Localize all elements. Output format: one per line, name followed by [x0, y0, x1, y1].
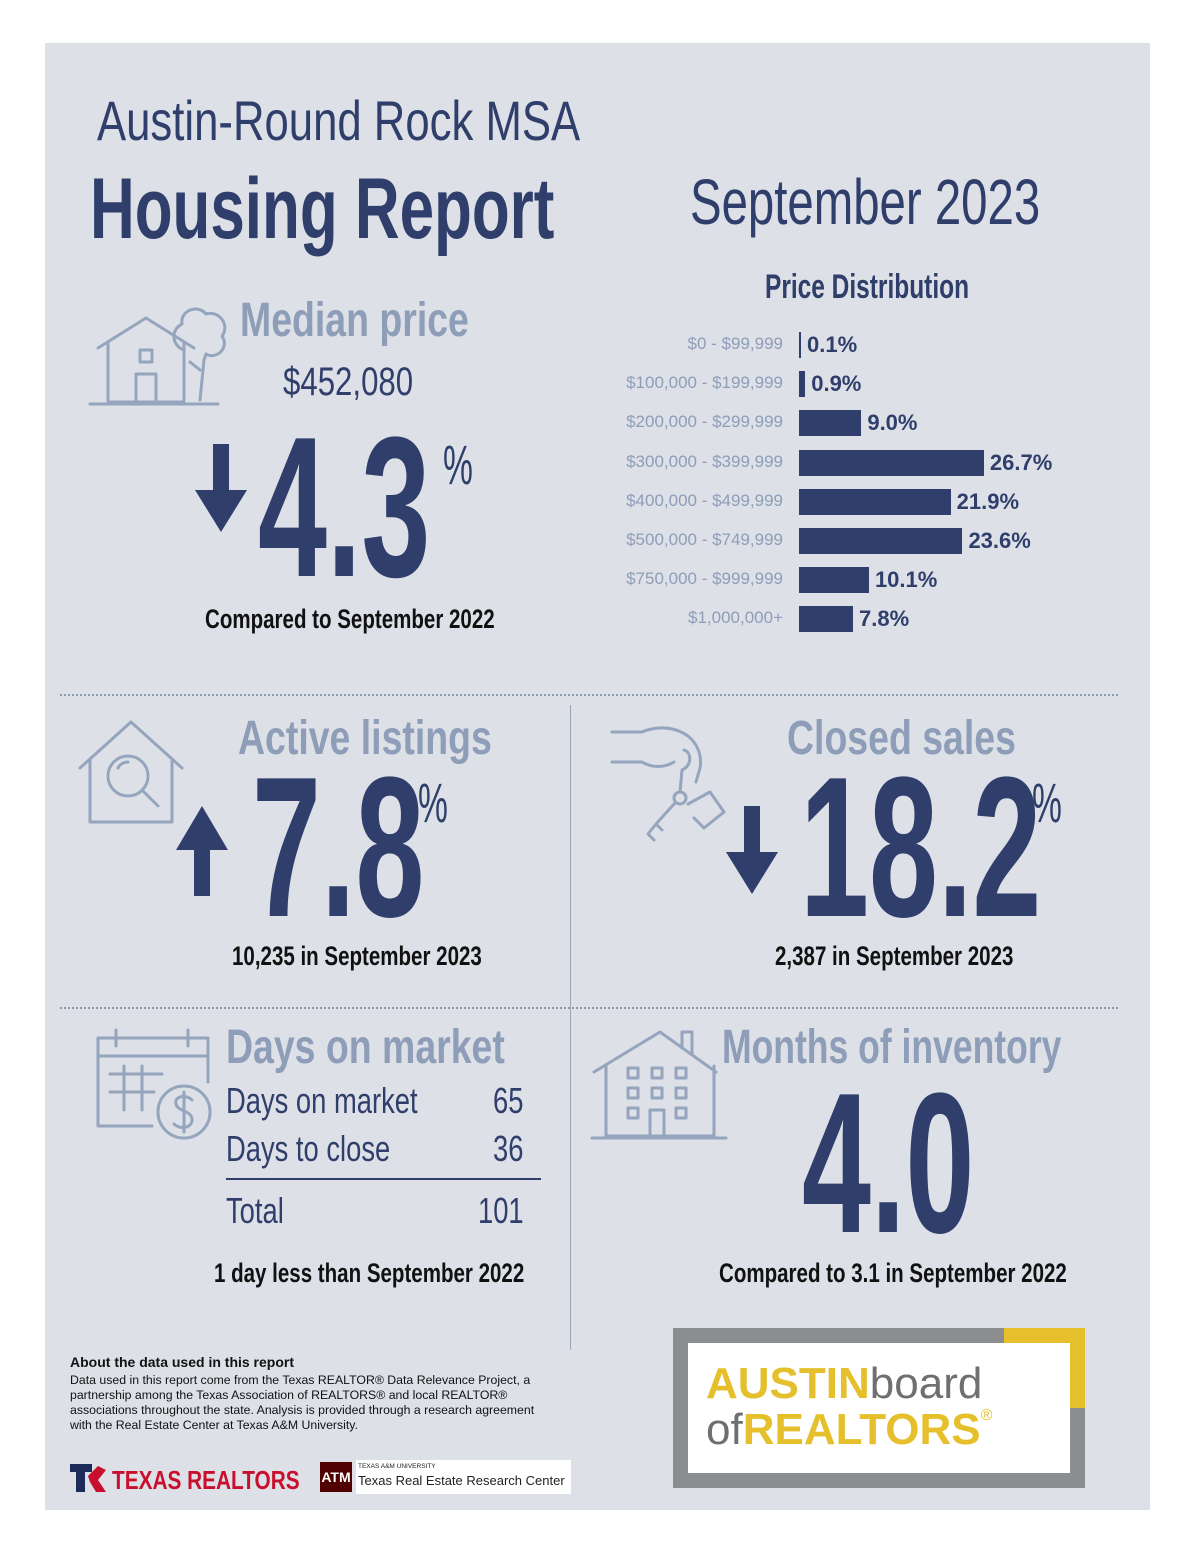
- dom-row-value: 65: [493, 1080, 524, 1121]
- closed-sales-percent: %: [1032, 771, 1062, 834]
- total-value: 101: [478, 1190, 524, 1231]
- tamu-logo-box: [356, 1460, 571, 1494]
- closed-sales-heading: Closed sales: [787, 712, 1016, 765]
- abor-realtors: REALTORS: [742, 1405, 981, 1454]
- abor-logo-box: [688, 1343, 1070, 1473]
- chart-value-label: 0.1%: [807, 332, 858, 357]
- region-title: Austin-Round Rock MSA: [97, 89, 581, 152]
- chart-value-label: 0.9%: [811, 371, 862, 397]
- down-arrow-icon: [195, 444, 247, 532]
- days-on-market-heading: Days on market: [226, 1021, 505, 1074]
- chart-category-label: $200,000 - $299,999: [626, 412, 783, 432]
- abor-reg: ®: [980, 1407, 993, 1424]
- active-listings-percent: %: [418, 771, 448, 834]
- median-price-change: 4.3: [258, 396, 431, 619]
- chart-bar: [799, 410, 862, 437]
- active-listings-heading: Active listings: [238, 712, 492, 765]
- dtc-row-label: Days to close: [226, 1128, 391, 1169]
- days-on-market-caption: 1 day less than September 2022: [214, 1258, 525, 1288]
- closed-sales-caption: 2,387 in September 2023: [775, 941, 1014, 971]
- texas-realtors-logo-icon: [70, 1464, 106, 1492]
- chart-category-label: $0 - $99,999: [687, 334, 783, 353]
- median-price-percent: %: [443, 433, 473, 496]
- chart-bar: [799, 371, 806, 398]
- active-listings-change: 7.8: [252, 736, 425, 959]
- median-price-heading: Median price: [240, 294, 469, 347]
- months-inventory-heading: Months of inventory: [722, 1021, 1062, 1074]
- divider-upper: [60, 694, 1118, 696]
- chart-category-label: $750,000 - $999,999: [626, 569, 783, 589]
- report-panel: [45, 43, 1150, 1510]
- chart-bar: [799, 606, 854, 633]
- down-arrow-icon: [726, 806, 778, 894]
- chart-bar: [799, 567, 869, 594]
- calendar-dollar-icon: [96, 1028, 212, 1140]
- chart-value-label: 26.7%: [989, 449, 1053, 475]
- abor-logo-line1: AUSTINboard: [706, 1362, 982, 1406]
- median-price-value: $452,080: [283, 360, 414, 404]
- divider-lower: [60, 1007, 1118, 1009]
- apartment-building-icon: [590, 1030, 728, 1140]
- report-period: September 2023: [690, 166, 1041, 238]
- chart-bar: [799, 528, 963, 554]
- texas-realtors-logo: TEXAS REALTORS: [112, 1465, 300, 1495]
- abor-austin: AUSTIN: [706, 1359, 870, 1408]
- total-label: Total: [226, 1190, 284, 1231]
- chart-value-label: 23.6%: [968, 528, 1031, 553]
- about-heading: About the data used in this report: [70, 1354, 295, 1370]
- chart-bar: [799, 488, 951, 515]
- chart-category-label: $300,000 - $399,999: [626, 451, 783, 471]
- tamu-logo-icon: ATM: [320, 1462, 352, 1492]
- page-title: Housing Report: [90, 161, 555, 257]
- chart-value-label: 7.8%: [859, 606, 910, 632]
- chart-category-label: $1,000,000+: [687, 608, 783, 628]
- abor-of: of: [706, 1405, 743, 1454]
- chart-value-label: 10.1%: [874, 567, 938, 593]
- median-price-caption: Compared to September 2022: [205, 604, 495, 634]
- months-inventory-caption: Compared to 3.1 in September 2022: [719, 1258, 1067, 1288]
- chart-category-label: $100,000 - $199,999: [626, 373, 783, 393]
- abor-board: board: [869, 1359, 983, 1408]
- chart-category-label: $400,000 - $499,999: [626, 490, 783, 510]
- house-search-icon: [78, 720, 184, 824]
- house-tree-icon: [88, 307, 227, 406]
- hand-keys-icon: [610, 726, 726, 842]
- closed-sales-change: 18.2: [800, 736, 1042, 959]
- divider-vertical: [570, 705, 571, 1350]
- chart-value-label: 9.0%: [867, 410, 918, 436]
- abor-logo-line2: ofREALTORS®: [706, 1408, 992, 1452]
- months-inventory-value: 4.0: [802, 1052, 975, 1275]
- dtc-row-value: 36: [493, 1128, 524, 1169]
- active-listings-caption: 10,235 in September 2023: [232, 941, 482, 971]
- chart-bar: [799, 449, 984, 476]
- chart-title: Price Distribution: [765, 268, 970, 306]
- tamu-small-text: TEXAS A&M UNIVERSITY: [358, 1463, 436, 1470]
- chart-value-label: 21.9%: [956, 488, 1020, 514]
- about-body: Data used in this report come from the T…: [70, 1373, 535, 1432]
- chart-bar: [799, 332, 801, 358]
- dom-row-label: Days on market: [226, 1080, 418, 1121]
- up-arrow-icon: [176, 806, 228, 896]
- chart-category-label: $500,000 - $749,999: [626, 530, 783, 549]
- total-rule: [226, 1178, 541, 1180]
- tamu-name: Texas Real Estate Research Center: [358, 1473, 565, 1488]
